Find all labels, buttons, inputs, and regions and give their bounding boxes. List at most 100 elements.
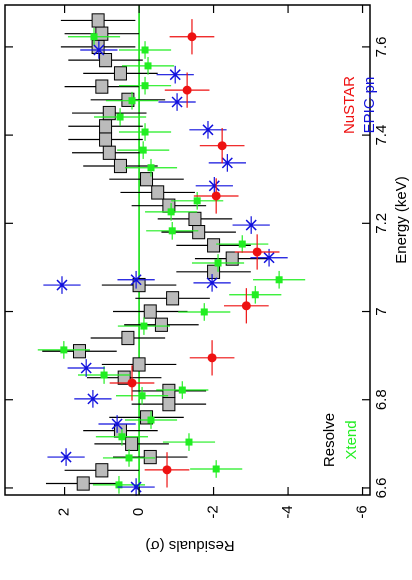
x-tick-label: 6.8 xyxy=(373,389,390,410)
bin-box xyxy=(166,291,180,306)
bin-box xyxy=(76,476,90,491)
point xyxy=(125,454,133,462)
point xyxy=(202,124,214,136)
bin-box xyxy=(151,185,165,200)
point xyxy=(167,208,175,216)
point xyxy=(111,418,123,430)
bin-box xyxy=(162,397,176,412)
x-axis-label: Energy (keV) xyxy=(393,176,410,264)
point xyxy=(182,85,192,95)
legend-label: Xtend xyxy=(343,420,360,459)
y-tick-label: -4 xyxy=(279,505,296,518)
bin-box xyxy=(192,225,206,240)
bin-box xyxy=(95,463,109,478)
legend-label: NuSTAR xyxy=(341,76,358,134)
bin-box xyxy=(207,264,221,279)
point xyxy=(139,146,147,154)
y-tick-label: 0 xyxy=(130,508,147,516)
point xyxy=(127,378,137,388)
bin-box xyxy=(91,13,105,28)
bin-box xyxy=(95,79,109,94)
point xyxy=(130,274,142,286)
point xyxy=(162,465,172,475)
point xyxy=(252,247,262,257)
point xyxy=(211,191,221,201)
point xyxy=(141,46,149,54)
y-tick-label: -2 xyxy=(205,505,222,518)
bin-box xyxy=(132,357,146,372)
point xyxy=(212,465,220,473)
point xyxy=(221,157,233,169)
point xyxy=(140,322,148,330)
point xyxy=(144,62,152,70)
bin-box xyxy=(162,383,176,399)
point xyxy=(87,393,99,405)
point xyxy=(206,277,218,289)
point xyxy=(251,291,259,299)
point xyxy=(60,451,72,463)
bin-box xyxy=(102,145,116,160)
point xyxy=(138,392,146,400)
point xyxy=(263,252,275,264)
point xyxy=(80,362,92,374)
x-tick-label: 7.4 xyxy=(373,125,390,146)
point xyxy=(169,69,181,81)
x-tick-label: 7.2 xyxy=(373,213,390,234)
point xyxy=(141,128,149,136)
point xyxy=(90,33,98,41)
point xyxy=(245,219,257,231)
bin-box xyxy=(95,26,109,41)
bin-box xyxy=(113,66,127,81)
point xyxy=(185,438,193,446)
point xyxy=(187,32,197,42)
point xyxy=(118,433,126,441)
point xyxy=(208,180,220,192)
point xyxy=(275,276,283,284)
bin-box xyxy=(99,53,113,68)
point xyxy=(116,113,124,121)
bin-box xyxy=(143,304,157,319)
bin-box xyxy=(225,251,239,266)
legend-label: EPIC-pn xyxy=(361,77,378,134)
point xyxy=(60,346,68,354)
bin-box xyxy=(121,330,135,346)
bin-box xyxy=(117,370,131,385)
bin-box xyxy=(188,211,202,227)
point xyxy=(238,240,246,248)
point xyxy=(93,44,105,56)
y-axis-label: Residuals (σ) xyxy=(145,537,234,554)
bin-box xyxy=(113,158,127,174)
bin-box xyxy=(140,172,154,187)
bin-box xyxy=(207,238,221,253)
point xyxy=(207,353,217,363)
point xyxy=(100,371,108,379)
point xyxy=(217,141,227,151)
bin-box xyxy=(102,105,116,121)
point xyxy=(178,386,186,394)
x-tick-label: 7.6 xyxy=(373,36,390,57)
point xyxy=(168,227,176,235)
y-tick-label: -6 xyxy=(354,505,371,518)
bin-box xyxy=(99,132,113,147)
bin-box xyxy=(143,449,157,465)
point xyxy=(115,481,123,489)
y-tick-label: 2 xyxy=(56,508,73,516)
point xyxy=(214,259,222,267)
bin-box xyxy=(99,119,113,134)
point xyxy=(147,416,155,424)
plot-frame xyxy=(4,4,371,496)
bin-box xyxy=(72,344,86,359)
x-tick-label: 7 xyxy=(373,307,390,315)
bin-box xyxy=(125,436,139,451)
x-tick-label: 6.6 xyxy=(373,478,390,499)
point xyxy=(241,301,251,311)
legend-label: Resolve xyxy=(321,413,338,467)
point xyxy=(141,82,149,90)
bin-box xyxy=(154,317,168,332)
point xyxy=(193,197,201,205)
point xyxy=(56,279,68,291)
point xyxy=(171,96,183,108)
point xyxy=(128,97,136,105)
point xyxy=(147,164,155,172)
